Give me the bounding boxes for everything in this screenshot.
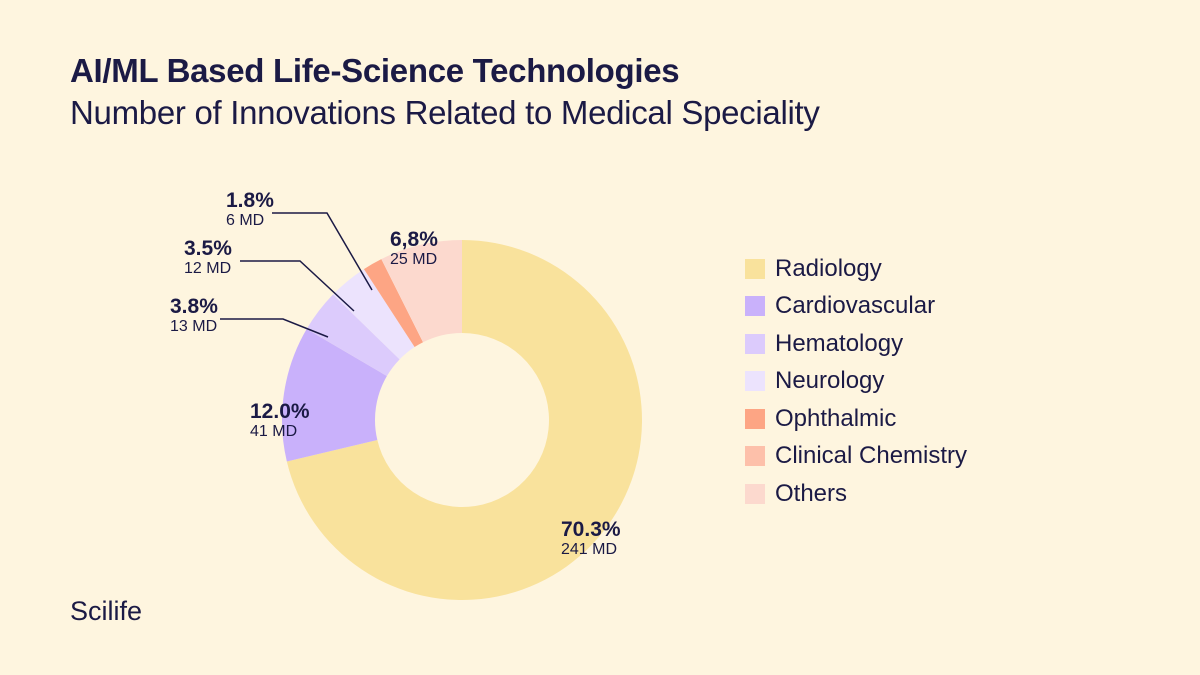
slice-radiology <box>286 240 643 600</box>
legend-swatch <box>745 446 765 467</box>
data-label-hematology: 3.8% 13 MD <box>170 295 218 335</box>
legend-label: Neurology <box>775 367 885 395</box>
legend-item-radiology: Radiology <box>745 250 967 288</box>
legend-item-clinical-chemistry: Clinical Chemistry <box>745 438 967 476</box>
legend-item-cardiovascular: Cardiovascular <box>745 288 967 326</box>
leader-line-ophthalmic <box>272 212 373 291</box>
legend-label: Hematology <box>775 329 904 357</box>
legend-label: Cardiovascular <box>775 292 936 320</box>
legend-swatch <box>745 296 765 317</box>
legend-swatch <box>745 258 765 279</box>
slice-hematology <box>306 294 400 377</box>
data-label-radiology: 70.3% 241 MD <box>561 518 621 558</box>
legend-swatch <box>745 408 765 429</box>
legend-label: Ophthalmic <box>775 404 897 432</box>
legend-item-hematology: Hematology <box>745 325 967 363</box>
data-label-others: 6,8% 25 MD <box>390 228 438 268</box>
legend-swatch <box>745 371 765 392</box>
legend-swatch <box>745 483 765 504</box>
chart-title: AI/ML Based Life-Science Technologies <box>70 52 680 89</box>
legend: Radiology Cardiovascular Hematology Neurolo… <box>745 250 967 513</box>
leader-line-hematology <box>220 318 329 338</box>
legend-label: Clinical Chemistry <box>775 442 968 470</box>
legend-label: Radiology <box>775 254 882 282</box>
slice-cardiovascular <box>282 329 387 462</box>
chart-subtitle: Number of Innovations Related to Medical… <box>70 94 820 131</box>
data-label-neurology: 3.5% 12 MD <box>184 237 232 277</box>
slice-others <box>381 240 462 343</box>
slice-ophthalmic <box>363 259 424 348</box>
slice-neurology <box>332 269 415 360</box>
scilife-logo: Scilife <box>70 596 143 626</box>
legend-swatch <box>745 333 765 354</box>
leader-line-neurology <box>240 260 355 312</box>
legend-item-neurology: Neurology <box>745 363 967 401</box>
legend-item-others: Others <box>745 475 967 513</box>
data-label-cardiovascular: 12.0% 41 MD <box>250 400 310 440</box>
legend-label: Others <box>775 479 848 507</box>
legend-item-ophthalmic: Ophthalmic <box>745 400 967 438</box>
data-label-ophthalmic: 1.8% 6 MD <box>226 189 274 229</box>
